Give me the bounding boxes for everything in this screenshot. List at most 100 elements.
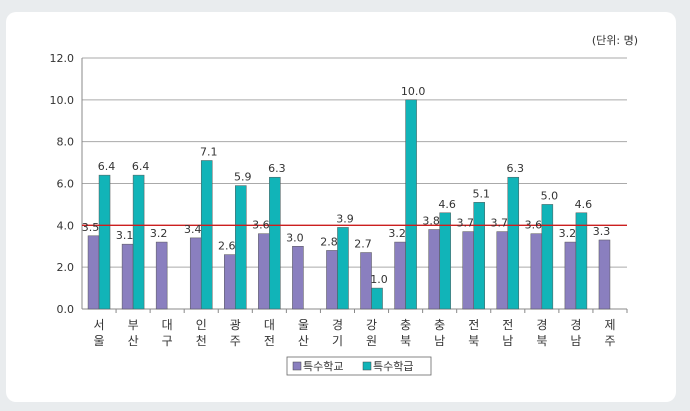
y-tick-label: 12.0 (50, 52, 75, 65)
legend: 특수학교 특수학급 (286, 356, 432, 376)
bar-class (541, 204, 554, 310)
data-label: 3.7 (491, 217, 509, 230)
bar-class (473, 202, 485, 310)
y-tick-label: 4.0 (57, 219, 75, 232)
data-label: 6.3 (507, 162, 525, 175)
bar-class (269, 176, 281, 310)
bar-class (507, 176, 520, 310)
data-label: 3.4 (184, 223, 202, 236)
x-tick-label: 서 (94, 318, 105, 332)
bar-class (439, 212, 451, 310)
data-label: 2.6 (218, 240, 236, 253)
data-label: 4.6 (438, 198, 456, 211)
data-label: 3.6 (525, 219, 543, 232)
data-label: 3.8 (422, 215, 440, 228)
legend-swatch (292, 361, 302, 371)
y-tick-label: 2.0 (57, 261, 75, 274)
y-tick-label: 10.0 (50, 94, 75, 107)
x-tick-label: 전 (502, 318, 513, 332)
x-tick-label: 산 (298, 334, 309, 348)
x-tick-label: 울 (298, 318, 309, 332)
x-tick-label: 북 (536, 334, 547, 348)
x-tick-label: 제 (604, 318, 615, 332)
x-tick-label: 경 (332, 318, 343, 332)
data-label: 3.2 (150, 227, 168, 240)
bar-class (132, 174, 145, 310)
x-tick-label: 남 (502, 334, 513, 348)
data-label: 6.4 (132, 160, 150, 173)
bar-school (189, 237, 202, 310)
x-tick-label: 울 (94, 334, 105, 348)
x-tick-label: 구 (162, 334, 173, 348)
data-label: 7.1 (200, 145, 218, 158)
x-tick-label: 부 (128, 318, 139, 332)
x-tick-label: 인 (196, 318, 207, 332)
bar-class (371, 287, 383, 310)
x-tick-label: 남 (434, 334, 445, 348)
x-tick-label: 강 (366, 318, 377, 332)
bar-class (405, 99, 417, 310)
data-label: 1.0 (370, 273, 388, 286)
data-label: 4.6 (575, 198, 593, 211)
bar-school (598, 239, 611, 310)
bar-school (224, 254, 236, 310)
unit-label: (단위: 명) (592, 34, 638, 47)
data-label: 2.8 (320, 235, 338, 248)
bar-school (394, 241, 406, 310)
data-label: 3.2 (388, 227, 406, 240)
legend-label: 특수학교 (303, 360, 343, 373)
bar-class (98, 174, 111, 310)
bar-school (292, 246, 304, 310)
x-tick-label: 주 (604, 334, 615, 348)
data-label: 3.1 (116, 229, 134, 242)
bar-class (337, 227, 349, 310)
data-label: 3.3 (593, 225, 611, 238)
x-tick-label: 충 (400, 318, 411, 332)
x-tick-label: 북 (400, 334, 411, 348)
data-label: 3.2 (559, 227, 577, 240)
bar-school (428, 229, 440, 310)
bar-school (87, 235, 100, 310)
bar-school (121, 243, 134, 310)
x-tick-label: 경 (536, 318, 547, 332)
data-label: 2.7 (354, 238, 372, 251)
chart-card (6, 12, 676, 402)
x-tick-label: 북 (468, 334, 479, 348)
data-label: 5.9 (234, 171, 252, 184)
x-tick-label: 대 (264, 318, 275, 332)
data-label: 3.9 (336, 212, 354, 225)
bar-school (496, 231, 509, 310)
x-tick-label: 기 (332, 334, 343, 348)
x-tick-label: 전 (468, 318, 479, 332)
bar-school (258, 233, 270, 310)
x-tick-label: 광 (230, 318, 241, 332)
bar-school (326, 250, 338, 310)
data-label: 3.6 (252, 219, 270, 232)
bar-school (360, 252, 372, 310)
legend-box (286, 356, 432, 376)
x-tick-label: 전 (264, 334, 275, 348)
data-label: 5.1 (472, 187, 490, 200)
y-tick-label: 0.0 (57, 303, 75, 316)
legend-label: 특수학급 (373, 360, 413, 373)
data-label: 3.0 (286, 231, 304, 244)
x-tick-label: 경 (570, 318, 581, 332)
y-tick-label: 8.0 (57, 136, 75, 149)
x-tick-label: 충 (434, 318, 445, 332)
bar-school (155, 241, 168, 310)
data-label: 6.3 (268, 162, 286, 175)
bar-school (530, 233, 543, 310)
y-tick-label: 6.0 (57, 178, 75, 191)
data-label: 5.0 (541, 189, 559, 202)
bar-school (462, 231, 474, 310)
data-label: 10.0 (401, 85, 426, 98)
data-label: 3.5 (82, 221, 100, 234)
bar-class (200, 160, 213, 310)
bar-class (575, 212, 588, 310)
x-tick-label: 대 (162, 318, 173, 332)
bar-class (235, 185, 247, 310)
x-tick-label: 주 (230, 334, 241, 348)
data-label: 6.4 (98, 160, 116, 173)
bar-school (564, 241, 577, 310)
